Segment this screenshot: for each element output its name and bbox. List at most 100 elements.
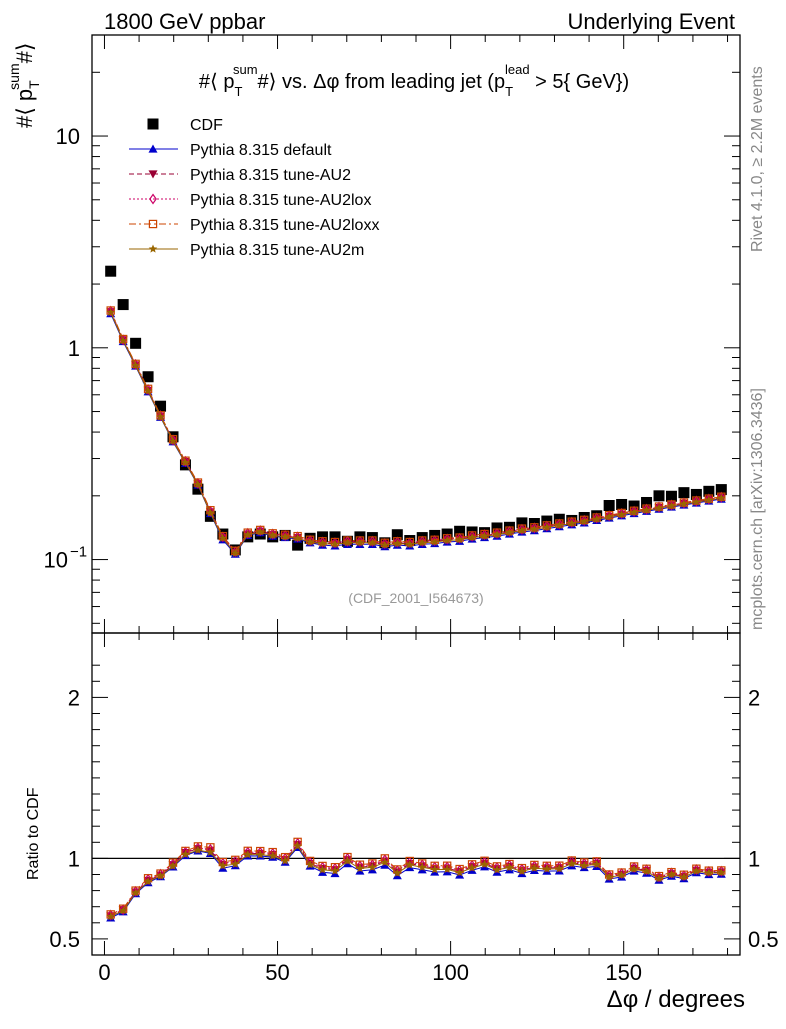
- ratio-series-line: [110, 843, 722, 917]
- data-point: [130, 337, 142, 349]
- ratio-data-point: [629, 864, 639, 873]
- data-point: [641, 496, 653, 508]
- ratio-data-point: [654, 874, 664, 883]
- main-title: #⟨ pTsum#⟩ vs. Δφ from leading jet (pTle…: [199, 62, 629, 99]
- data-point: [542, 522, 552, 531]
- ratio-data-point: [480, 859, 489, 868]
- ratio-data-point: [106, 912, 115, 921]
- header-right: Underlying Event: [567, 9, 735, 34]
- ratio-data-point: [530, 863, 539, 872]
- data-point: [530, 524, 539, 533]
- data-point: [455, 532, 464, 544]
- data-point: [690, 488, 702, 500]
- ratio-data-point: [505, 863, 514, 872]
- data-point: [629, 507, 639, 516]
- data-point: [442, 536, 452, 545]
- data-point: [665, 490, 677, 502]
- ratio-data-point: [343, 856, 352, 865]
- data-point: [329, 531, 341, 543]
- data-point: [118, 336, 128, 345]
- data-point: [169, 434, 177, 446]
- header-left: 1800 GeV ppbar: [104, 9, 265, 34]
- data-point: [106, 305, 115, 317]
- data-point: [567, 516, 576, 528]
- data-point: [206, 508, 215, 517]
- ratio-data-point: [131, 888, 140, 897]
- y-tick-label: 10: [56, 124, 80, 149]
- ratio-data-point: [567, 859, 576, 868]
- ratio-data-point: [717, 868, 726, 877]
- ratio-data-point: [704, 865, 713, 877]
- data-point: [143, 386, 153, 395]
- data-point: [454, 525, 466, 537]
- ratio-ylabel: Ratio to CDF: [25, 787, 42, 880]
- ratio-data-point: [231, 859, 240, 868]
- data-point: [106, 307, 115, 316]
- ratio-data-point: [555, 864, 564, 873]
- ratio-data-point: [218, 857, 227, 869]
- ratio-data-point: [442, 864, 452, 873]
- data-point: [680, 497, 688, 509]
- data-point: [430, 534, 439, 547]
- data-point: [667, 500, 676, 509]
- series-2: [106, 308, 726, 557]
- ratio-data-point: [704, 868, 714, 877]
- legend-marker: [148, 244, 158, 253]
- data-point: [293, 533, 302, 542]
- data-point: [642, 505, 651, 514]
- data-point: [667, 501, 676, 510]
- data-point: [580, 514, 589, 526]
- data-point: [580, 517, 589, 526]
- data-point: [703, 485, 715, 497]
- ratio-data-point: [143, 877, 153, 886]
- data-point: [268, 530, 277, 540]
- ratio-data-point: [492, 865, 502, 874]
- ratio-data-point: [679, 872, 689, 881]
- data-point: [430, 537, 439, 546]
- data-point: [717, 493, 726, 502]
- x-tick-label: 50: [265, 960, 289, 985]
- data-point: [156, 410, 165, 422]
- legend-marker: [149, 193, 157, 205]
- ratio-frame: [91, 632, 741, 956]
- data-point: [492, 530, 502, 539]
- data-point: [443, 533, 452, 545]
- data-point: [493, 527, 501, 539]
- ratio-data-point: [206, 847, 215, 856]
- data-point: [678, 487, 690, 499]
- data-point: [405, 539, 414, 548]
- ratio-data-point: [443, 861, 452, 873]
- x-tick-label: 0: [98, 960, 110, 985]
- data-point: [218, 533, 228, 542]
- data-point: [555, 520, 564, 529]
- data-point: [343, 538, 352, 547]
- legend-marker: [148, 144, 158, 153]
- ratio-data-point: [604, 872, 614, 881]
- legend-label: CDF: [190, 117, 223, 134]
- ratio-data-point: [467, 863, 477, 872]
- main-title-part-1: #⟨ p: [199, 71, 235, 93]
- data-point: [192, 483, 204, 495]
- legend-label: Pythia 8.315 tune-AU2loxx: [190, 217, 379, 234]
- ratio-data-point: [717, 865, 726, 877]
- ratio-series-5: [106, 841, 726, 921]
- data-point: [368, 538, 377, 547]
- data-point: [318, 536, 327, 548]
- data-point: [256, 527, 265, 536]
- main-title-sup-sum: sum: [233, 62, 258, 77]
- ratio-data-point: [193, 845, 203, 854]
- ratio-data-point: [468, 860, 476, 872]
- ratio-y-tick-label-right: 2: [748, 685, 760, 710]
- data-point: [256, 525, 265, 537]
- ratio-data-point: [480, 856, 489, 868]
- series-5: [106, 307, 726, 557]
- ratio-series-1: [106, 842, 726, 922]
- legend-marker: [148, 170, 158, 179]
- ratio-data-point: [517, 866, 527, 875]
- data-point: [604, 512, 614, 521]
- series-line: [110, 313, 722, 556]
- data-point: [704, 495, 714, 504]
- data-point: [542, 520, 551, 532]
- data-point: [467, 533, 477, 542]
